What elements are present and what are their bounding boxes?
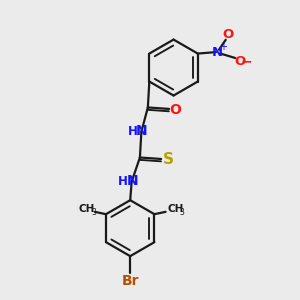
Text: O: O <box>235 55 246 68</box>
Text: −: − <box>241 54 252 68</box>
Text: 3: 3 <box>91 208 96 217</box>
Text: O: O <box>222 28 233 41</box>
Text: 3: 3 <box>180 208 184 217</box>
Text: CH: CH <box>79 204 95 214</box>
Text: Br: Br <box>122 274 139 289</box>
Text: S: S <box>163 152 174 167</box>
Text: H: H <box>118 175 128 188</box>
Text: CH: CH <box>167 204 184 214</box>
Text: N: N <box>212 46 223 59</box>
Text: N: N <box>136 124 148 138</box>
Text: O: O <box>169 103 181 116</box>
Text: +: + <box>219 42 227 52</box>
Text: N: N <box>126 174 138 188</box>
Text: H: H <box>128 124 138 137</box>
